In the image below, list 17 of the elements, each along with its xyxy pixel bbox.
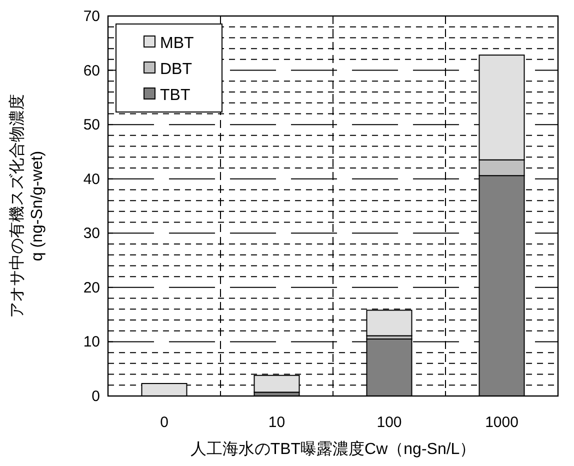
y-tick-label: 30 — [83, 225, 100, 242]
x-axis-title: 人工海水のTBT曝露濃度Cw（ng-Sn/L） — [190, 440, 476, 458]
legend-label: DBT — [160, 61, 192, 78]
x-tick-label: 1000 — [485, 414, 518, 431]
y-tick-label: 20 — [83, 279, 100, 296]
legend-label: MBT — [160, 35, 194, 52]
x-tick-label: 10 — [268, 414, 286, 431]
y-tick-label: 70 — [83, 8, 100, 25]
legend-label: TBT — [160, 87, 190, 104]
y-tick-label: 40 — [83, 170, 100, 188]
y-tick-label: 50 — [83, 116, 100, 134]
y-tick-label: 60 — [83, 62, 100, 80]
x-tick-label: 0 — [160, 414, 168, 431]
x-tick-label: 100 — [376, 414, 402, 431]
y-axis-title: アオサ中の有機スズ化合物濃度 q (ng-Sn/g-wet) — [8, 94, 46, 318]
y-tick-label: 10 — [83, 334, 100, 351]
y-tick-label: 0 — [92, 388, 100, 405]
